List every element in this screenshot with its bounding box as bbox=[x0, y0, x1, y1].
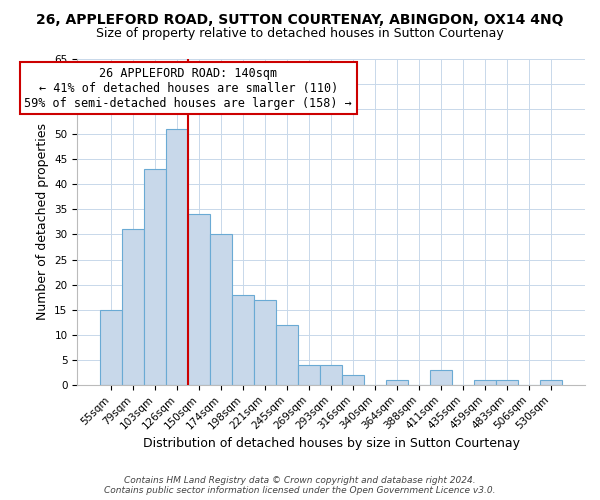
Bar bbox=[122, 230, 144, 385]
Bar bbox=[386, 380, 408, 385]
Y-axis label: Number of detached properties: Number of detached properties bbox=[35, 124, 49, 320]
Bar bbox=[210, 234, 232, 385]
Bar bbox=[430, 370, 452, 385]
Bar bbox=[100, 310, 122, 385]
Text: Contains HM Land Registry data © Crown copyright and database right 2024.
Contai: Contains HM Land Registry data © Crown c… bbox=[104, 476, 496, 495]
X-axis label: Distribution of detached houses by size in Sutton Courtenay: Distribution of detached houses by size … bbox=[143, 437, 520, 450]
Bar bbox=[496, 380, 518, 385]
Bar bbox=[144, 170, 166, 385]
Bar bbox=[342, 375, 364, 385]
Text: 26 APPLEFORD ROAD: 140sqm
← 41% of detached houses are smaller (110)
59% of semi: 26 APPLEFORD ROAD: 140sqm ← 41% of detac… bbox=[25, 66, 352, 110]
Bar bbox=[276, 324, 298, 385]
Bar bbox=[254, 300, 276, 385]
Bar bbox=[188, 214, 210, 385]
Bar bbox=[232, 294, 254, 385]
Text: 26, APPLEFORD ROAD, SUTTON COURTENAY, ABINGDON, OX14 4NQ: 26, APPLEFORD ROAD, SUTTON COURTENAY, AB… bbox=[36, 12, 564, 26]
Bar bbox=[166, 129, 188, 385]
Bar bbox=[320, 365, 342, 385]
Text: Size of property relative to detached houses in Sutton Courtenay: Size of property relative to detached ho… bbox=[96, 28, 504, 40]
Bar bbox=[298, 365, 320, 385]
Bar bbox=[540, 380, 562, 385]
Bar bbox=[474, 380, 496, 385]
